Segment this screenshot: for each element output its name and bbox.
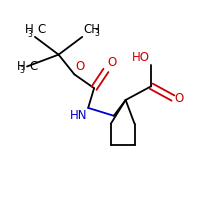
Text: O: O xyxy=(174,92,183,105)
Text: H: H xyxy=(17,60,26,73)
Text: HO: HO xyxy=(132,51,150,64)
Text: HN: HN xyxy=(70,109,87,122)
Text: C: C xyxy=(29,60,38,73)
Text: O: O xyxy=(107,56,116,69)
Text: 3: 3 xyxy=(19,66,24,75)
Text: CH: CH xyxy=(83,23,100,36)
Text: H: H xyxy=(25,23,34,36)
Text: C: C xyxy=(37,23,46,36)
Text: O: O xyxy=(75,60,85,73)
Text: 3: 3 xyxy=(94,29,99,38)
Text: 3: 3 xyxy=(27,30,32,39)
